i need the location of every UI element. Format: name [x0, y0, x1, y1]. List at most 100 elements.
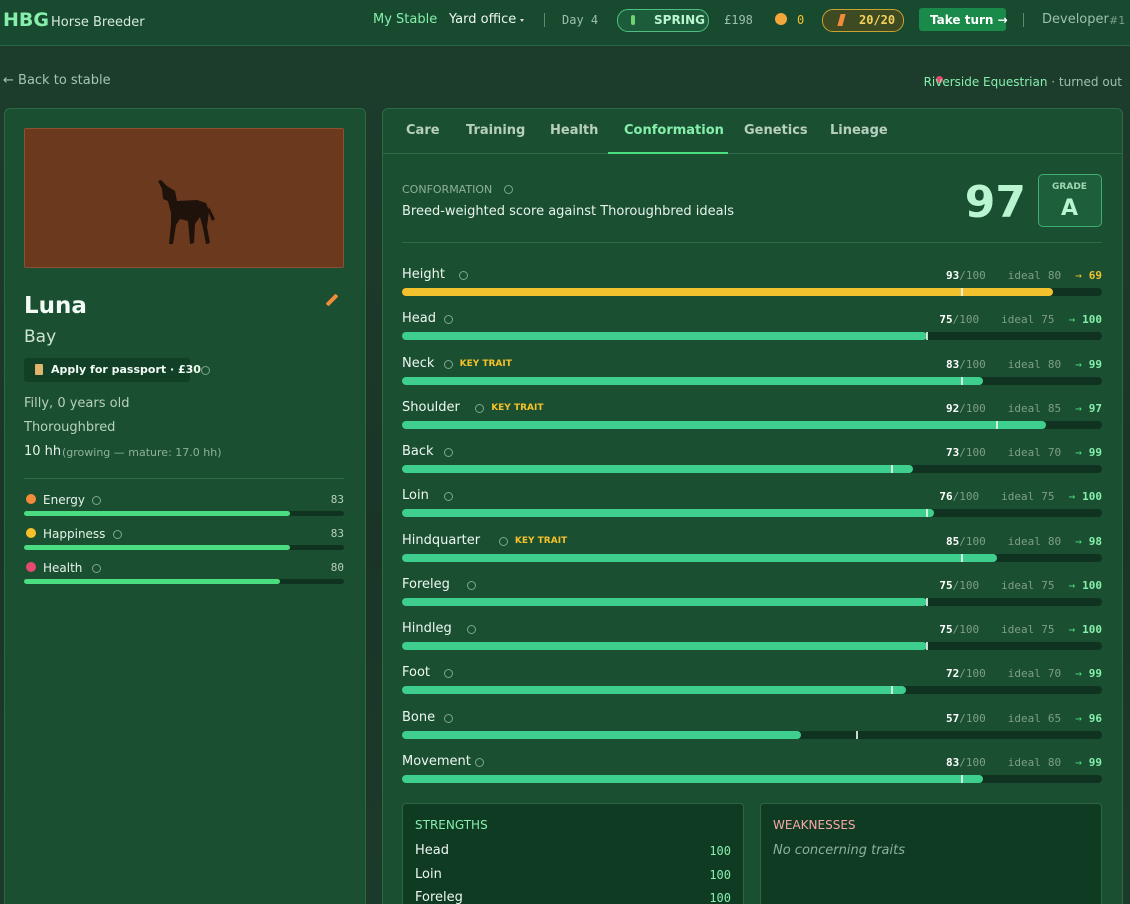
grade-label: GRADE	[1052, 182, 1087, 192]
trait-values: 75/100 ideal 75 → 100	[939, 313, 1102, 326]
trait-ideal: 80	[1047, 755, 1062, 769]
tab-underline	[608, 152, 728, 154]
back-link[interactable]: ← Back to stable	[3, 73, 111, 88]
conformation-description: Breed-weighted score against Thoroughbre…	[402, 204, 735, 219]
ideal-marker	[856, 730, 858, 739]
scale-label: /100	[959, 755, 986, 769]
money: £198	[724, 13, 753, 27]
ideal-marker	[961, 774, 963, 783]
arrow: →	[1075, 711, 1082, 725]
horse-breed: Thoroughbred	[24, 420, 116, 435]
trait-ideal: 80	[1047, 357, 1062, 371]
strength-value: 100	[709, 891, 731, 904]
trait-ideal: 65	[1047, 711, 1062, 725]
tab[interactable]: Training	[466, 123, 526, 138]
trait-bar	[402, 376, 983, 385]
separator	[544, 13, 545, 27]
conformation-heading: CONFORMATION	[402, 183, 493, 196]
trait-bar	[402, 730, 801, 739]
trait-ideal: 85	[1047, 401, 1062, 415]
user[interactable]: Developer	[1042, 12, 1109, 27]
detail-panel	[382, 108, 1123, 904]
strengths-title: STRENGTHS	[415, 818, 488, 832]
trait-projected: 98	[1088, 534, 1102, 548]
trait-values: 85/100 ideal 80 → 98	[946, 535, 1102, 548]
trait-bar	[402, 774, 983, 783]
location-status: · turned out	[1051, 75, 1122, 89]
ideal-marker	[891, 465, 893, 474]
strength-name: Loin	[415, 866, 442, 882]
trait-name: Loin	[402, 488, 429, 504]
weaknesses-title: WEAKNESSES	[773, 818, 856, 832]
ideal-label: ideal	[1001, 623, 1035, 637]
trait-bar	[402, 597, 927, 606]
trait-name: Foreleg	[402, 576, 450, 592]
ideal-marker	[961, 376, 963, 385]
info-icon	[475, 403, 485, 413]
stat-label: Health	[43, 561, 83, 575]
grade-box	[1038, 174, 1102, 227]
info-icon	[201, 366, 210, 375]
ideal-label: ideal	[1001, 313, 1035, 327]
trait-name: Neck	[402, 355, 435, 371]
trait-values: 73/100 ideal 70 → 99	[946, 446, 1102, 459]
info-icon	[498, 536, 508, 546]
info-icon	[475, 757, 485, 767]
trait-projected: 100	[1082, 490, 1102, 504]
horse-age: Filly, 0 years old	[24, 396, 130, 411]
scale-label: /100	[952, 623, 980, 637]
trait-name: Movement	[402, 753, 471, 769]
stat-value: 83	[330, 527, 344, 540]
trait-ideal: 75	[1041, 490, 1055, 504]
nav-link[interactable]: My Stable	[373, 12, 438, 27]
scale-label: /100	[959, 446, 986, 460]
scale-label: /100	[959, 667, 986, 681]
arrow: →	[1068, 313, 1076, 327]
season: SPRING	[654, 13, 706, 27]
weaknesses-box	[760, 803, 1102, 904]
trait-bar	[402, 420, 1046, 429]
arrow: →	[1075, 446, 1082, 460]
key-trait: KEY TRAIT	[491, 402, 544, 413]
trait-ideal: 80	[1047, 269, 1062, 282]
trait-score: 57	[946, 711, 960, 725]
trait-ideal: 70	[1047, 667, 1062, 681]
tab[interactable]: Health	[550, 123, 599, 138]
sprout-icon	[631, 15, 635, 25]
scale-label: /100	[959, 711, 986, 725]
tab[interactable]: Conformation	[624, 123, 724, 138]
location: Riverside Equestrian	[923, 75, 1048, 89]
trait-values: 76/100 ideal 75 → 100	[939, 490, 1102, 503]
scale-label: /100	[959, 269, 986, 282]
trait-projected: 99	[1088, 357, 1102, 371]
take-turn-button	[919, 8, 1006, 31]
arrow: →	[1075, 269, 1082, 282]
tab[interactable]: Care	[406, 123, 440, 138]
trait-name: Shoulder	[402, 399, 460, 415]
arrow: →	[1068, 623, 1076, 637]
strength-name: Head	[415, 843, 449, 858]
trait-name: Bone	[402, 709, 436, 725]
stat-icon	[26, 494, 36, 504]
strengths-box	[402, 803, 744, 904]
passport: Apply for passport · £30	[51, 363, 201, 376]
horse-silhouette	[158, 180, 215, 244]
trait-ideal: 75	[1041, 578, 1055, 592]
tab[interactable]: Genetics	[744, 123, 808, 138]
nav-link[interactable]: Yard office	[449, 12, 517, 27]
take-turn[interactable]: Take turn →	[930, 13, 1008, 27]
scale-label: /100	[959, 534, 986, 548]
day: Day 4	[562, 13, 599, 27]
key-trait: KEY TRAIT	[459, 358, 512, 369]
passport-button[interactable]	[24, 358, 190, 382]
info-icon	[459, 271, 469, 280]
location-group: Riverside Equestrian · turned out	[924, 75, 1122, 89]
tab[interactable]: Lineage	[830, 123, 888, 138]
trait-values: 83/100 ideal 80 → 99	[946, 358, 1102, 371]
stat-bar	[24, 545, 290, 550]
strength-name: Foreleg	[415, 890, 463, 904]
trait-values: 75/100 ideal 75 → 100	[939, 579, 1102, 592]
trait-bar	[402, 465, 913, 474]
trait-score: 75	[939, 313, 953, 327]
trait-projected: 99	[1088, 667, 1102, 681]
